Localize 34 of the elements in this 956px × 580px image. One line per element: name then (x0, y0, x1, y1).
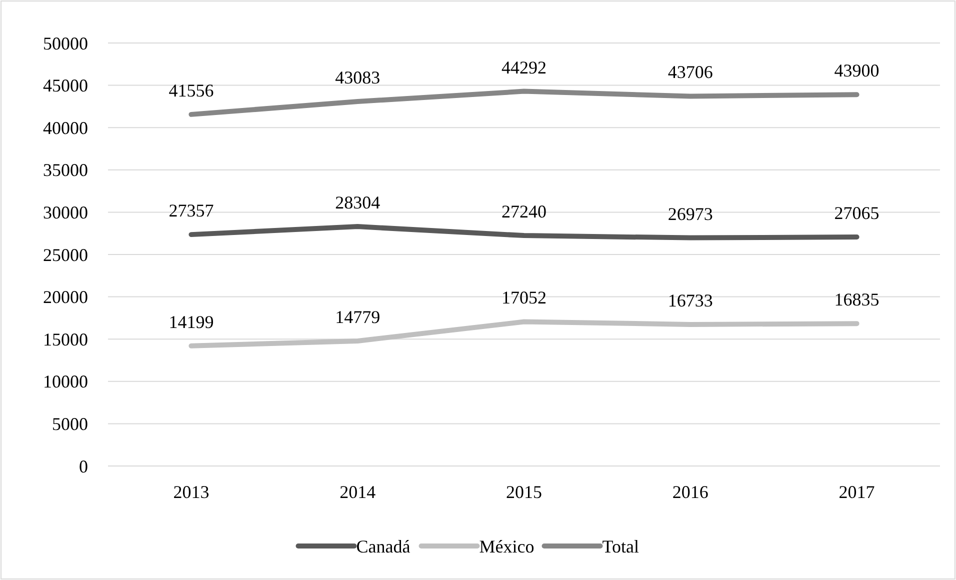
data-label: 14779 (335, 306, 380, 327)
data-label: 27240 (502, 202, 546, 222)
legend-label: Total (602, 536, 639, 556)
x-tick-label: 2017 (838, 482, 875, 502)
y-tick-label: 25000 (43, 244, 88, 265)
y-tick-label: 45000 (43, 76, 88, 96)
x-tick-label: 2013 (173, 482, 210, 502)
data-label: 27065 (834, 203, 880, 224)
x-tick-label: 2015 (506, 482, 542, 502)
data-label: 17052 (502, 288, 546, 308)
data-label: 27357 (168, 200, 214, 221)
y-tick-label: 10000 (43, 372, 88, 392)
data-label: 16835 (834, 290, 880, 310)
x-tick-label: 2014 (340, 482, 376, 502)
y-tick-label: 15000 (43, 329, 88, 350)
y-tick-label: 35000 (43, 160, 88, 180)
data-label: 41556 (168, 80, 214, 100)
y-tick-label: 5000 (52, 414, 88, 434)
y-tick-label: 0 (79, 456, 88, 476)
data-label: 43706 (668, 62, 713, 82)
data-label: 43900 (834, 60, 880, 81)
data-label: 16733 (668, 290, 713, 310)
data-label: 28304 (335, 192, 380, 213)
y-tick-label: 50000 (43, 33, 88, 54)
legend-label: México (479, 536, 534, 556)
data-label: 44292 (502, 57, 546, 78)
x-tick-label: 2016 (672, 482, 708, 502)
data-label: 14199 (168, 312, 214, 332)
legend-label: Canadá (356, 536, 410, 556)
y-tick-label: 30000 (43, 202, 88, 222)
y-tick-label: 40000 (43, 118, 88, 138)
data-label: 26973 (668, 204, 713, 224)
data-label: 43083 (335, 68, 380, 88)
y-tick-label: 20000 (43, 287, 88, 308)
